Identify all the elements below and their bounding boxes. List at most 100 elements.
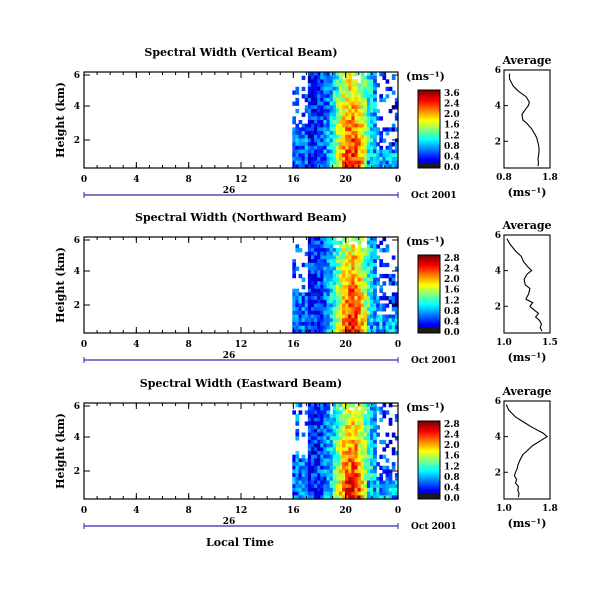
heatmap-cell [320,307,325,312]
heatmap-cell [307,281,312,286]
heatmap-cell [317,277,321,282]
colorbar-swatch [418,297,440,301]
heatmap-cell [326,491,331,496]
heatmap-cell [317,458,321,463]
heatmap-cell [370,318,374,323]
heatmap-cell [307,153,312,158]
heatmap-cell [329,465,334,471]
heatmap-cell [373,160,377,165]
heatmap-cell [345,75,349,80]
heatmap-cell [385,248,390,253]
heatmap-cell [394,116,399,121]
heatmap-cell [385,153,390,158]
heatmap-cell [292,134,297,140]
heatmap-cell [394,491,399,496]
heatmap-cell [345,495,349,500]
panel-1: Spectral Width (Northward Beam)Height (k… [54,211,558,366]
heatmap-cell [329,273,334,279]
heatmap-cell [320,244,325,249]
heatmap-cell [360,436,365,441]
heatmap-cell [348,432,352,437]
heatmap-cell [301,487,306,493]
heatmap-cell [323,321,328,327]
heatmap-cell [332,266,337,271]
heatmap-cell [326,90,331,95]
heatmap-cell [342,458,346,463]
colorbar-tick-label: 0.8 [444,142,460,152]
heatmap-cell [301,134,306,140]
heatmap-cell [320,406,325,411]
heatmap-cell [320,491,325,496]
heatmap-cell [357,105,362,110]
heatmap-cell [351,321,356,327]
heatmap-cell [342,134,346,140]
heatmap-cell [317,270,321,275]
heatmap-cell [304,251,309,257]
heatmap-cell [363,325,368,330]
heatmap-cell [391,432,396,437]
heatmap-cell [295,473,300,478]
heatmap-cell [314,296,318,301]
heatmap-cell [391,325,396,330]
heatmap-cell [366,94,371,99]
heatmap-cell [323,108,328,114]
heatmap-cell [295,451,300,456]
y-tick-label: 6 [74,236,80,246]
heatmap-cell [307,325,312,330]
heatmap-cell [388,484,393,489]
heatmap-cell [379,97,384,103]
heatmap-cell [345,145,349,151]
heatmap-cell [317,156,321,162]
heatmap-cell [345,72,349,77]
heatmap-cell [332,101,337,106]
heatmap-cell [360,421,365,426]
heatmap-cell [295,131,300,136]
heatmap-cell [385,79,390,84]
heatmap-cell [345,454,349,459]
heatmap-cell [307,255,312,260]
heatmap-cell [379,138,384,143]
heatmap-cell [292,270,297,275]
heatmap-cell [332,318,337,323]
heatmap-cell [338,273,343,279]
heatmap-cell [329,259,334,264]
heatmap-cell [338,255,343,260]
heatmap-cell [360,495,365,500]
colorbar-tick-label: 2.0 [444,110,460,120]
heatmap-cell [345,94,349,99]
heatmap-cell [320,259,325,264]
heatmap-cell [314,90,318,95]
heatmap-cell [329,116,334,121]
heatmap-cell [292,288,297,293]
heatmap-cell [376,131,380,136]
heatmap-cell [314,164,318,169]
heatmap-cell [323,72,328,77]
heatmap-cell [366,251,371,257]
colorbar-swatch [418,454,440,457]
colorbar-swatch [418,99,440,103]
heatmap-cell [370,299,374,305]
heatmap-cell [354,469,359,474]
colorbar-tick-label: 0.0 [444,328,460,338]
heatmap-cell [320,248,325,253]
heatmap-cell [376,495,380,500]
colorbar-swatch [418,477,440,480]
heatmap-cell [329,86,334,92]
heatmap-cell [366,97,371,103]
heatmap-cell [363,251,368,257]
heatmap-cell [295,480,300,485]
heatmap-cell [373,321,377,327]
heatmap-cell [326,266,331,271]
colorbar-swatch [418,292,440,295]
heatmap-cell [394,476,399,482]
heatmap-cell [373,72,377,77]
heatmap-cell [388,321,393,327]
heatmap-cell [348,476,352,482]
heatmap-cell [357,428,362,434]
heatmap-cell [326,414,331,419]
heatmap-cell [363,495,368,500]
heatmap-cell [295,310,300,316]
heatmap-cell [332,273,337,279]
heatmap-cell [348,248,352,253]
heatmap-cell [348,75,352,80]
